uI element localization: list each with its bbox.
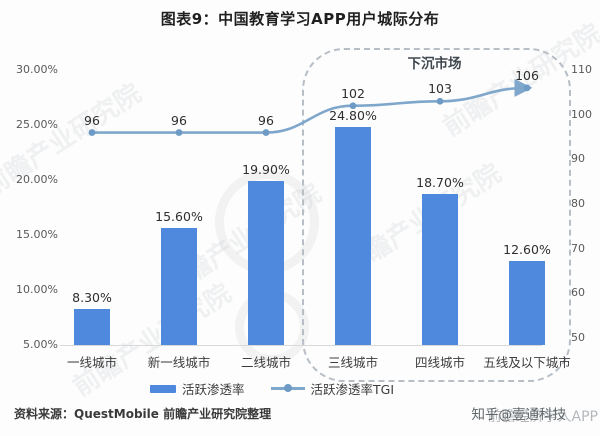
tgi-point-marker — [262, 129, 270, 136]
bar-value-label: 19.90% — [242, 162, 290, 178]
tgi-value-label: 106 — [515, 67, 539, 83]
x-axis-line — [60, 345, 542, 346]
tgi-point-marker — [175, 129, 183, 136]
sunken-market-box — [302, 48, 571, 382]
y-axis-left-tick: 15.00% — [16, 228, 58, 241]
bar-swatch-icon — [149, 384, 176, 393]
legend-item-line: 活跃渗透率TGI — [270, 379, 395, 398]
line-swatch-icon — [270, 384, 305, 392]
tgi-value-label: 96 — [84, 112, 100, 128]
y-axis-right-tick: 80 — [571, 197, 585, 210]
x-axis-category-label: 四线城市 — [414, 355, 465, 370]
tgi-point-marker — [88, 129, 96, 136]
y-axis-left-tick: 5.00% — [23, 338, 58, 351]
x-axis-category-label: 一线城市 — [66, 355, 117, 370]
sunken-market-label: 下沉市场 — [407, 56, 462, 72]
x-axis-category-label: 五线及以下城市 — [483, 355, 571, 370]
bar-value-label: 18.70% — [416, 175, 464, 191]
y-axis-right-tick: 90 — [571, 152, 585, 166]
bar-新一线城市 — [161, 228, 197, 345]
bar-value-label: 15.60% — [155, 209, 203, 225]
bar-一线城市 — [74, 308, 110, 345]
bar-五线及以下城市 — [509, 261, 545, 345]
bar-value-label: 12.60% — [503, 242, 551, 258]
y-axis-right-tick: 60 — [571, 286, 585, 300]
y-axis-right-tick: 50 — [571, 331, 585, 344]
y-axis-left-tick: 10.00% — [16, 283, 58, 296]
y-axis-left-tick: 25.00% — [16, 118, 58, 131]
chart-title: 图表9：中国教育学习APP用户城际分布 — [160, 10, 440, 28]
legend: 活跃渗透率 活跃渗透率TGI — [0, 379, 572, 398]
tgi-value-label: 103 — [428, 81, 452, 97]
legend-label: 活跃渗透率 — [181, 382, 245, 397]
y-axis-right-tick: 70 — [571, 241, 585, 255]
zhihu-credit: 知乎@壹通科技 — [471, 407, 567, 423]
bar-三线城市 — [335, 127, 371, 345]
x-axis-category-label: 新一线城市 — [147, 355, 211, 370]
tgi-value-label: 96 — [171, 112, 187, 128]
x-axis-category-label: 二线城市 — [240, 355, 291, 370]
data-source-note: 资料来源：QuestMobile 前瞻产业研究院整理 — [14, 407, 272, 421]
bar-二线城市 — [248, 181, 284, 345]
y-axis-left-tick: 20.00% — [16, 173, 58, 186]
legend-item-bar: 活跃渗透率 — [149, 379, 245, 398]
x-axis-category-label: 三线城市 — [327, 355, 378, 370]
tgi-value-label: 102 — [341, 85, 365, 101]
tgi-value-label: 96 — [258, 112, 274, 128]
legend-label: 活跃渗透率TGI — [310, 382, 395, 397]
bar-value-label: 8.30% — [72, 289, 112, 305]
y-axis-right-tick: 110 — [571, 63, 592, 76]
y-axis-right-tick: 100 — [571, 107, 592, 121]
y-axis-left-tick: 30.00% — [16, 63, 58, 76]
bar-value-label: 24.80% — [329, 108, 377, 124]
watermark-text: 前瞻经济学人APP — [487, 409, 598, 425]
bar-四线城市 — [422, 194, 458, 345]
